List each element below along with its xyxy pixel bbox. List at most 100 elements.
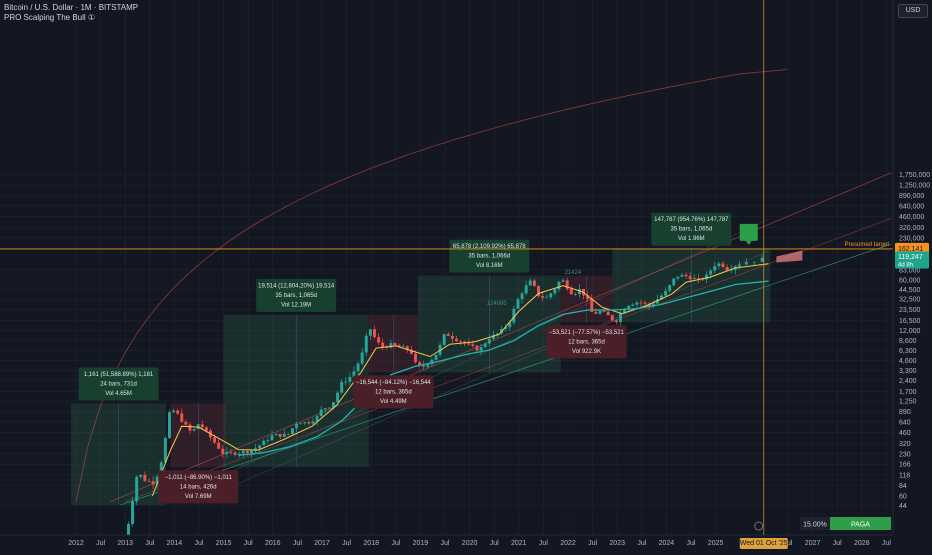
measure-label-up: 1,161 (51,588.89%) 1,161 24 bars, 731d Vol…	[78, 367, 159, 401]
candle-down	[471, 344, 475, 346]
price-tick-label: 60	[899, 494, 907, 501]
candle-up	[291, 428, 294, 435]
candle-up	[713, 266, 717, 271]
presumed-target-price-tag	[895, 242, 929, 254]
measure-label-up: 65,878 (2,109.92%) 65,878 35 bars, 1,066d…	[449, 239, 530, 273]
price-tick-label: 4,600	[899, 358, 917, 365]
candle-down	[594, 311, 598, 314]
candle-down	[143, 474, 147, 482]
candle-up	[282, 433, 286, 437]
candle-up	[315, 416, 319, 422]
candle-up	[623, 309, 627, 314]
time-axis[interactable]: 2012 Jul 2013 Jul 2014 Jul 2015 Jul 2016 Jul 2017 J…	[0, 517, 932, 550]
time-tick-label: Jul	[391, 540, 400, 547]
paga-button[interactable]	[830, 517, 891, 530]
candle-down	[569, 288, 573, 295]
measure-label-text: 12 bars, 365d	[568, 339, 605, 345]
candle-down	[643, 302, 647, 304]
price-axis[interactable]: 1,750,000 1,250,000 890,000 640,000 460,000 3…	[892, 0, 932, 550]
time-tick-label: Jul	[195, 540, 204, 547]
candle-up	[635, 302, 639, 305]
trend-lines	[75, 69, 892, 506]
candle-up	[192, 429, 196, 431]
candle-up	[752, 261, 756, 263]
measure-label-up: 19,514 (12,804.20%) 19,514 35 bars, 1,065…	[256, 278, 337, 312]
candle-up	[155, 476, 159, 485]
time-tick-label: 2025	[708, 540, 724, 547]
price-tick-label: 1,250	[899, 399, 917, 406]
measure-label-bg	[158, 470, 239, 504]
candle-up	[578, 288, 581, 295]
currency-button[interactable]: USD	[898, 4, 928, 18]
candle-down	[307, 422, 311, 424]
measure-label-down: −53,521 (−77.57%) −53,521 12 bars, 365d Vo…	[546, 325, 627, 359]
candle-up	[360, 352, 364, 364]
candle-down	[602, 310, 606, 312]
presumed-target-label: Presumed target	[845, 242, 890, 248]
candle-down	[614, 320, 618, 322]
candle-up	[717, 263, 721, 267]
candle-up	[389, 343, 393, 348]
time-tick-label: 2020	[462, 540, 478, 547]
ema-lines	[151, 263, 769, 497]
candle-up	[520, 293, 524, 300]
candle-up	[311, 421, 315, 424]
candle-down	[180, 413, 184, 422]
symbol-title: Bitcoin / U.S. Dollar · 1M · BITSTAMP	[4, 3, 139, 12]
price-tick-label: 640,000	[899, 203, 924, 210]
candle-up	[344, 381, 348, 383]
time-tick-label: Jul	[441, 540, 450, 547]
candle-up	[627, 305, 631, 310]
candle-down	[213, 437, 217, 443]
time-tick-label: 2013	[117, 540, 133, 547]
percent-box	[800, 517, 830, 530]
percent-value: 15.00%	[803, 522, 827, 529]
current-price-value: 119,247	[898, 254, 923, 261]
trend-line	[164, 218, 769, 504]
measure-label-text: 65,878 (2,109.92%) 65,878	[453, 244, 526, 250]
candle-down	[532, 280, 536, 286]
time-tick-label: 2022	[560, 540, 576, 547]
candle-up	[549, 293, 553, 298]
candle-up	[504, 327, 508, 329]
price-tick-label: 3,300	[899, 368, 917, 375]
measure-label-text: Vol 12.19M	[281, 302, 311, 308]
candle-up	[496, 333, 499, 335]
candle-up	[127, 523, 130, 542]
reset-icon	[754, 521, 764, 531]
paga-button-label[interactable]: PAGA	[851, 522, 870, 529]
candle-up	[479, 347, 483, 351]
candle-up	[430, 359, 434, 365]
projection-zone	[776, 250, 803, 263]
candle-down	[393, 343, 397, 346]
candle-up	[557, 281, 561, 290]
candle-up	[668, 285, 672, 291]
price-tick-label: 23,500	[899, 307, 921, 314]
candle-up	[299, 423, 303, 425]
measure-label-down: −1,011 (−86.90%) −1,011 14 bars, 426d Vol …	[158, 470, 239, 504]
time-tick-label: Jul	[244, 540, 253, 547]
time-tick-label: Jul	[96, 540, 105, 547]
candle-down	[639, 302, 643, 304]
price-tick-label: 118	[899, 472, 910, 479]
candle-down	[188, 424, 192, 431]
indicator-label[interactable]: PRO Scalping The Bull ①	[4, 13, 96, 22]
price-tick-label: 6,300	[899, 348, 917, 355]
trend-line	[110, 172, 892, 503]
candle-up	[760, 257, 764, 262]
candle-up	[340, 381, 344, 393]
candle-up	[352, 371, 356, 378]
candle-up	[692, 278, 696, 280]
price-tick-label: 320	[899, 441, 911, 448]
price-tick-label: 8,600	[899, 338, 917, 345]
candle-up	[196, 424, 200, 430]
zone-inner-label: 124085	[487, 301, 508, 307]
current-price-countdown: 4d 8h	[898, 263, 913, 269]
price-tick-label: 890	[899, 409, 911, 416]
grid-lines	[0, 0, 893, 535]
candle-down	[217, 442, 221, 449]
candle-down	[373, 329, 376, 338]
time-tick-label: Jul	[637, 540, 646, 547]
